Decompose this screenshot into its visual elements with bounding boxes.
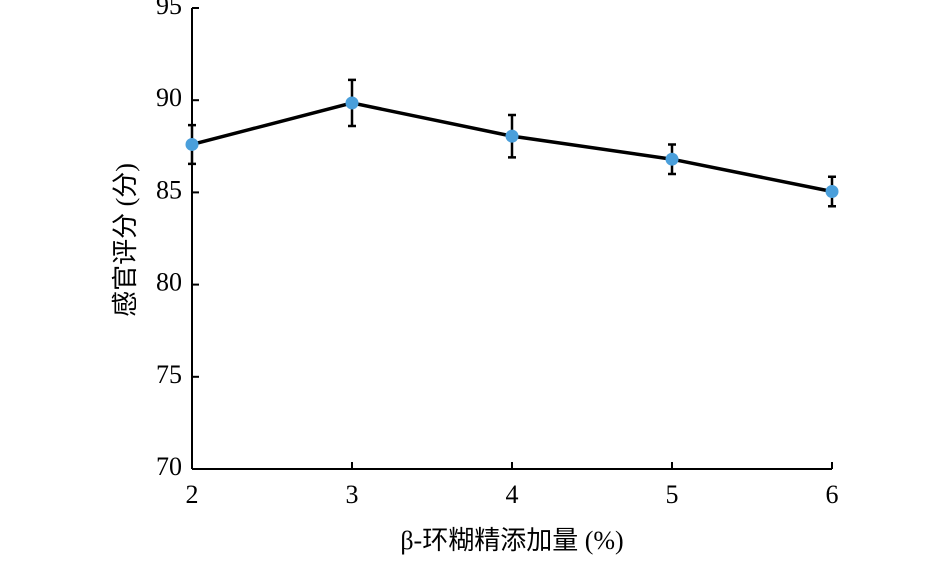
x-tick-label: 6 <box>826 480 839 509</box>
x-tick-label: 5 <box>666 480 679 509</box>
x-axis-label: β-环糊精添加量 (%) <box>400 526 623 555</box>
y-tick-label: 75 <box>156 360 182 389</box>
y-tick-label: 95 <box>156 0 182 20</box>
point <box>345 96 359 110</box>
point <box>825 184 839 198</box>
point <box>185 137 199 151</box>
point <box>505 129 519 143</box>
x-tick-label: 4 <box>506 480 519 509</box>
y-axis-label: 感官评分 (分) <box>111 163 140 317</box>
point <box>665 152 679 166</box>
x-tick-label: 2 <box>186 480 199 509</box>
y-tick-label: 70 <box>156 452 182 481</box>
x-tick-label: 3 <box>346 480 359 509</box>
y-tick-label: 90 <box>156 83 182 112</box>
y-tick-label: 80 <box>156 268 182 297</box>
y-tick-label: 85 <box>156 175 182 204</box>
